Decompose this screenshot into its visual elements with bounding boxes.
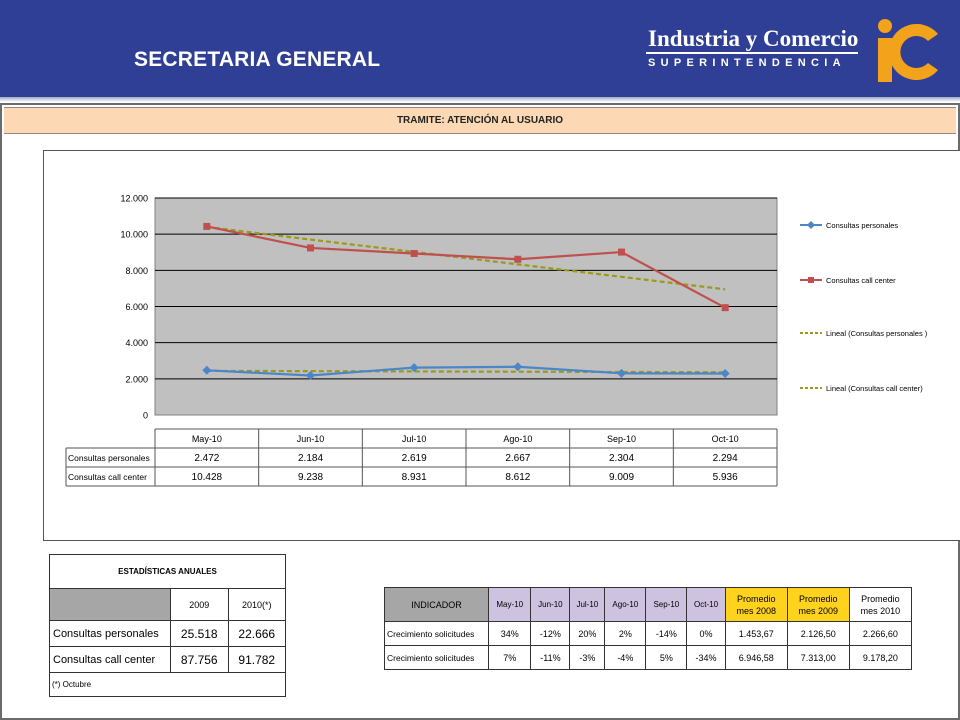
indicator-value: 34% bbox=[487, 621, 532, 646]
indicator-value: 2% bbox=[604, 621, 647, 646]
indicator-value: 6.946,58 bbox=[724, 645, 788, 670]
indicator-promedio-2009: Promedio mes 2009 bbox=[786, 587, 850, 622]
indicator-month: Sep-10 bbox=[645, 587, 688, 622]
indicator-value: -34% bbox=[686, 645, 726, 670]
indicator-row-label: Crecimiento solicitudes bbox=[384, 645, 489, 670]
indicator-month: May-10 bbox=[487, 587, 532, 622]
indicator-value: 5% bbox=[645, 645, 688, 670]
indicator-value: -12% bbox=[530, 621, 571, 646]
promedio-line2: mes 2010 bbox=[860, 605, 901, 616]
indicator-row-label: Crecimiento solicitudes bbox=[384, 621, 489, 646]
indicator-value: 0% bbox=[686, 621, 726, 646]
indicator-value: -4% bbox=[604, 645, 647, 670]
header-shadow bbox=[0, 97, 960, 102]
annual-year: 2010(*) bbox=[227, 588, 286, 621]
annual-row-label: Consultas call center bbox=[49, 646, 171, 673]
sheet-title: TRAMITE: ATENCIÓN AL USUARIO bbox=[396, 115, 564, 126]
indicator-promedio-2008: Promedio mes 2008 bbox=[724, 587, 788, 622]
annual-title: ESTADÍSTICAS ANUALES bbox=[49, 554, 286, 589]
indicator-header: INDICADOR bbox=[384, 587, 489, 622]
indicator-value: -3% bbox=[569, 645, 606, 670]
annual-value: 91.782 bbox=[227, 646, 286, 673]
indicator-value: -14% bbox=[645, 621, 688, 646]
indicator-month: Ago-10 bbox=[604, 587, 647, 622]
promedio-line2: mes 2008 bbox=[736, 605, 776, 616]
indicator-value: 7% bbox=[487, 645, 532, 670]
annual-row-label: Consultas personales bbox=[49, 620, 171, 647]
logo-text-line1: Industria y Comercio bbox=[648, 26, 859, 51]
indicator-value: -11% bbox=[530, 645, 571, 670]
page-title: SECRETARIA GENERAL bbox=[134, 48, 381, 71]
promedio-line1: Promedio bbox=[736, 593, 776, 604]
indicator-month: Oct-10 bbox=[686, 587, 726, 622]
logo-divider bbox=[646, 52, 858, 54]
indicator-value: 7.313,00 bbox=[786, 645, 850, 670]
promedio-line2: mes 2009 bbox=[798, 605, 839, 616]
header-bar: SECRETARIA GENERAL Industria y Comercio … bbox=[0, 0, 960, 102]
indicator-month: Jun-10 bbox=[530, 587, 571, 622]
annual-stats-table: ESTADÍSTICAS ANUALES 2009 2010(*) Consul… bbox=[49, 554, 286, 697]
sheet-title-bar: TRAMITE: ATENCIÓN AL USUARIO bbox=[4, 107, 956, 134]
indicator-value: 9.178,20 bbox=[848, 645, 913, 670]
indicator-table: INDICADOR May-10 Jun-10 Jul-10 Ago-10 Se… bbox=[384, 587, 913, 670]
annual-year: 2009 bbox=[170, 588, 229, 621]
indicator-value: 1.453,67 bbox=[724, 621, 788, 646]
promedio-line1: Promedio bbox=[799, 593, 838, 604]
promedio-line1: Promedio bbox=[861, 593, 900, 604]
annual-value: 25.518 bbox=[170, 620, 229, 647]
indicator-value: 2.266,60 bbox=[848, 621, 913, 646]
indicator-value: 2.126,50 bbox=[786, 621, 850, 646]
sic-logo-icon bbox=[878, 19, 938, 82]
indicator-month: Jul-10 bbox=[569, 587, 606, 622]
logo-text-line2: SUPERINTENDENCIA bbox=[648, 57, 846, 69]
annual-corner bbox=[49, 588, 171, 621]
annual-footnote: (*) Octubre bbox=[49, 672, 286, 697]
indicator-value: 20% bbox=[569, 621, 606, 646]
annual-value: 87.756 bbox=[170, 646, 229, 673]
indicator-promedio-2010: Promedio mes 2010 bbox=[848, 587, 913, 622]
annual-value: 22.666 bbox=[227, 620, 286, 647]
chart-frame bbox=[43, 150, 960, 541]
